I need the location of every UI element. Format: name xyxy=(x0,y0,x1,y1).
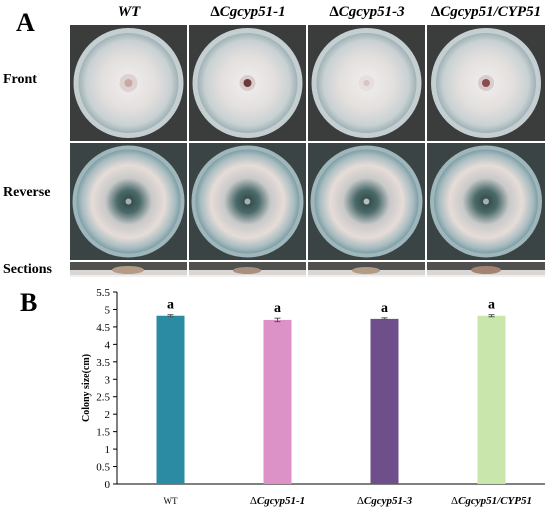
plate-image xyxy=(73,28,184,138)
significance-label: a xyxy=(488,298,495,313)
y-tick-label: 1 xyxy=(105,444,111,456)
plate-reverse-cgcyp51-1 xyxy=(189,143,306,260)
plate-reverse-cgcyp51-cyp51 xyxy=(427,143,545,260)
section-strip-cgcyp51-3 xyxy=(308,262,425,277)
row-label-front: Front xyxy=(3,72,37,87)
row-label-reverse: Reverse xyxy=(3,185,51,200)
row-label-sections: Sections xyxy=(3,262,52,277)
x-tick-label: ΔCgcyp51/CYP51 xyxy=(451,495,532,507)
plate-reverse-cgcyp51-3 xyxy=(308,143,425,260)
plate-image xyxy=(311,28,422,138)
y-tick-label: 3.5 xyxy=(96,357,110,369)
colony-size-bar-chart: 0 0.5 1 1.5 2 2.5 3 3.5 4 4.5 5 5.5 Colony size(cm) a… xyxy=(81,287,545,507)
column-label-strain: WT xyxy=(117,4,141,20)
y-axis-title: Colony size(cm) xyxy=(81,354,92,422)
y-tick-label: 5 xyxy=(105,304,111,316)
panel-a-label: A xyxy=(16,8,35,37)
x-tick-label: ΔCgcyp51-3 xyxy=(357,495,413,507)
significance-label: a xyxy=(167,298,174,313)
y-tick-label: 4 xyxy=(105,339,111,351)
bar xyxy=(263,319,292,484)
section-strip-cgcyp51-1 xyxy=(189,262,306,277)
plate-image xyxy=(430,145,542,258)
plate-image xyxy=(310,145,423,258)
column-label-cgcyp51-cyp51: ΔCgcyp51/CYP51 xyxy=(423,4,549,21)
plate-image xyxy=(431,28,541,138)
plate-front-cgcyp51-cyp51 xyxy=(427,25,545,141)
significance-label: a xyxy=(274,301,281,316)
bar xyxy=(477,315,506,484)
column-label-strain: Cgcyp51-1 xyxy=(219,4,286,20)
plate-reverse-wt xyxy=(70,143,187,260)
plate-image xyxy=(192,28,303,138)
y-tick-label: 0.5 xyxy=(96,462,110,474)
section-image xyxy=(189,267,306,277)
column-label-strain: Cgcyp51/CYP51 xyxy=(440,4,542,20)
plate-image xyxy=(191,145,304,258)
y-tick-label: 2 xyxy=(105,409,111,421)
column-label-wt: WT xyxy=(70,4,188,21)
section-image xyxy=(427,266,545,277)
section-strip-wt xyxy=(70,262,187,277)
column-label-prefix: Δ xyxy=(210,4,220,20)
section-strip-cgcyp51-cyp51 xyxy=(427,262,545,277)
column-label-prefix: Δ xyxy=(430,4,441,20)
column-label-cgcyp51-3: ΔCgcyp51-3 xyxy=(308,4,426,21)
x-tick-label: WT xyxy=(164,496,178,506)
panel-b-label: B xyxy=(20,288,38,317)
x-tick-label: ΔCgcyp51-1 xyxy=(250,495,305,507)
section-image xyxy=(70,266,187,277)
plate-front-wt xyxy=(70,25,187,141)
section-image xyxy=(308,267,425,277)
column-label-strain: Cgcyp51-3 xyxy=(338,4,405,20)
y-tick-label: 3 xyxy=(105,374,111,386)
plate-front-cgcyp51-3 xyxy=(308,25,425,141)
y-tick-label: 2.5 xyxy=(96,392,110,404)
y-tick-label: 1.5 xyxy=(96,427,110,439)
plate-front-cgcyp51-1 xyxy=(189,25,306,141)
plate-image xyxy=(72,145,185,258)
significance-label: a xyxy=(381,301,388,316)
y-tick-label: 4.5 xyxy=(96,322,110,334)
bar xyxy=(156,315,185,484)
bar xyxy=(370,318,399,484)
y-tick-label: 5.5 xyxy=(96,287,110,299)
y-tick-label: 0 xyxy=(105,479,111,491)
column-label-cgcyp51-1: ΔCgcyp51-1 xyxy=(189,4,307,21)
column-label-prefix: Δ xyxy=(329,4,339,20)
